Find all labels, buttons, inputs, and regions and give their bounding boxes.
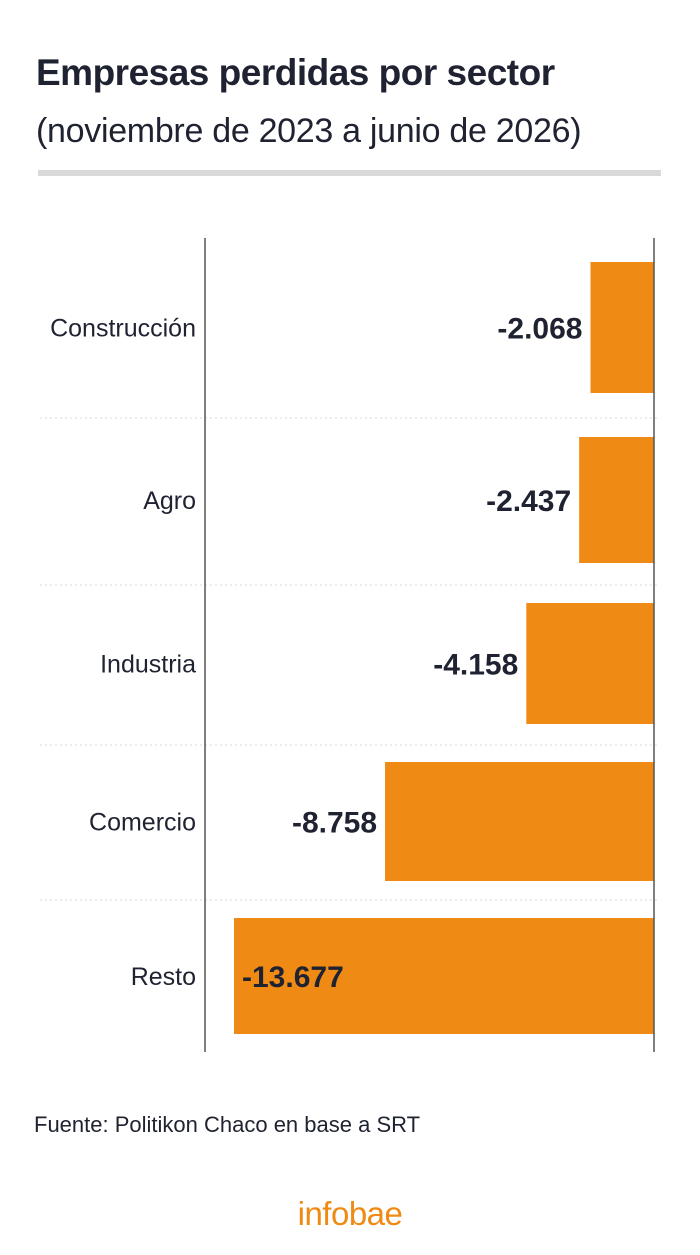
chart-subtitle: (noviembre de 2023 a junio de 2026) — [36, 112, 582, 150]
title-divider — [38, 170, 661, 176]
value-label: -2.068 — [497, 313, 582, 346]
source-note: Fuente: Politikon Chaco en base a SRT — [34, 1112, 421, 1137]
labels: Construcción -2.068 Agro -2.437 Industria -4.… — [50, 313, 582, 995]
category-label: Agro — [143, 487, 196, 515]
bar-construcción — [590, 262, 654, 393]
bars — [234, 262, 654, 1034]
category-label: Construcción — [50, 315, 196, 343]
bar-industria — [526, 603, 654, 724]
bar-comercio — [385, 762, 654, 881]
infobae-logo: infobae — [297, 1195, 403, 1232]
category-label: Resto — [131, 963, 196, 991]
chart-title: Empresas perdidas por sector — [36, 52, 555, 93]
category-label: Comercio — [89, 809, 196, 837]
value-label: -2.437 — [486, 485, 571, 518]
gridlines — [40, 417, 660, 901]
bar-chart: Construcción -2.068 Agro -2.437 Industria -4.… — [40, 238, 660, 1052]
value-label: -13.677 — [242, 961, 344, 994]
bar-agro — [579, 437, 654, 563]
category-label: Industria — [100, 651, 196, 679]
value-label: -8.758 — [292, 807, 377, 840]
bar-resto — [234, 918, 654, 1034]
value-label: -4.158 — [433, 649, 518, 682]
